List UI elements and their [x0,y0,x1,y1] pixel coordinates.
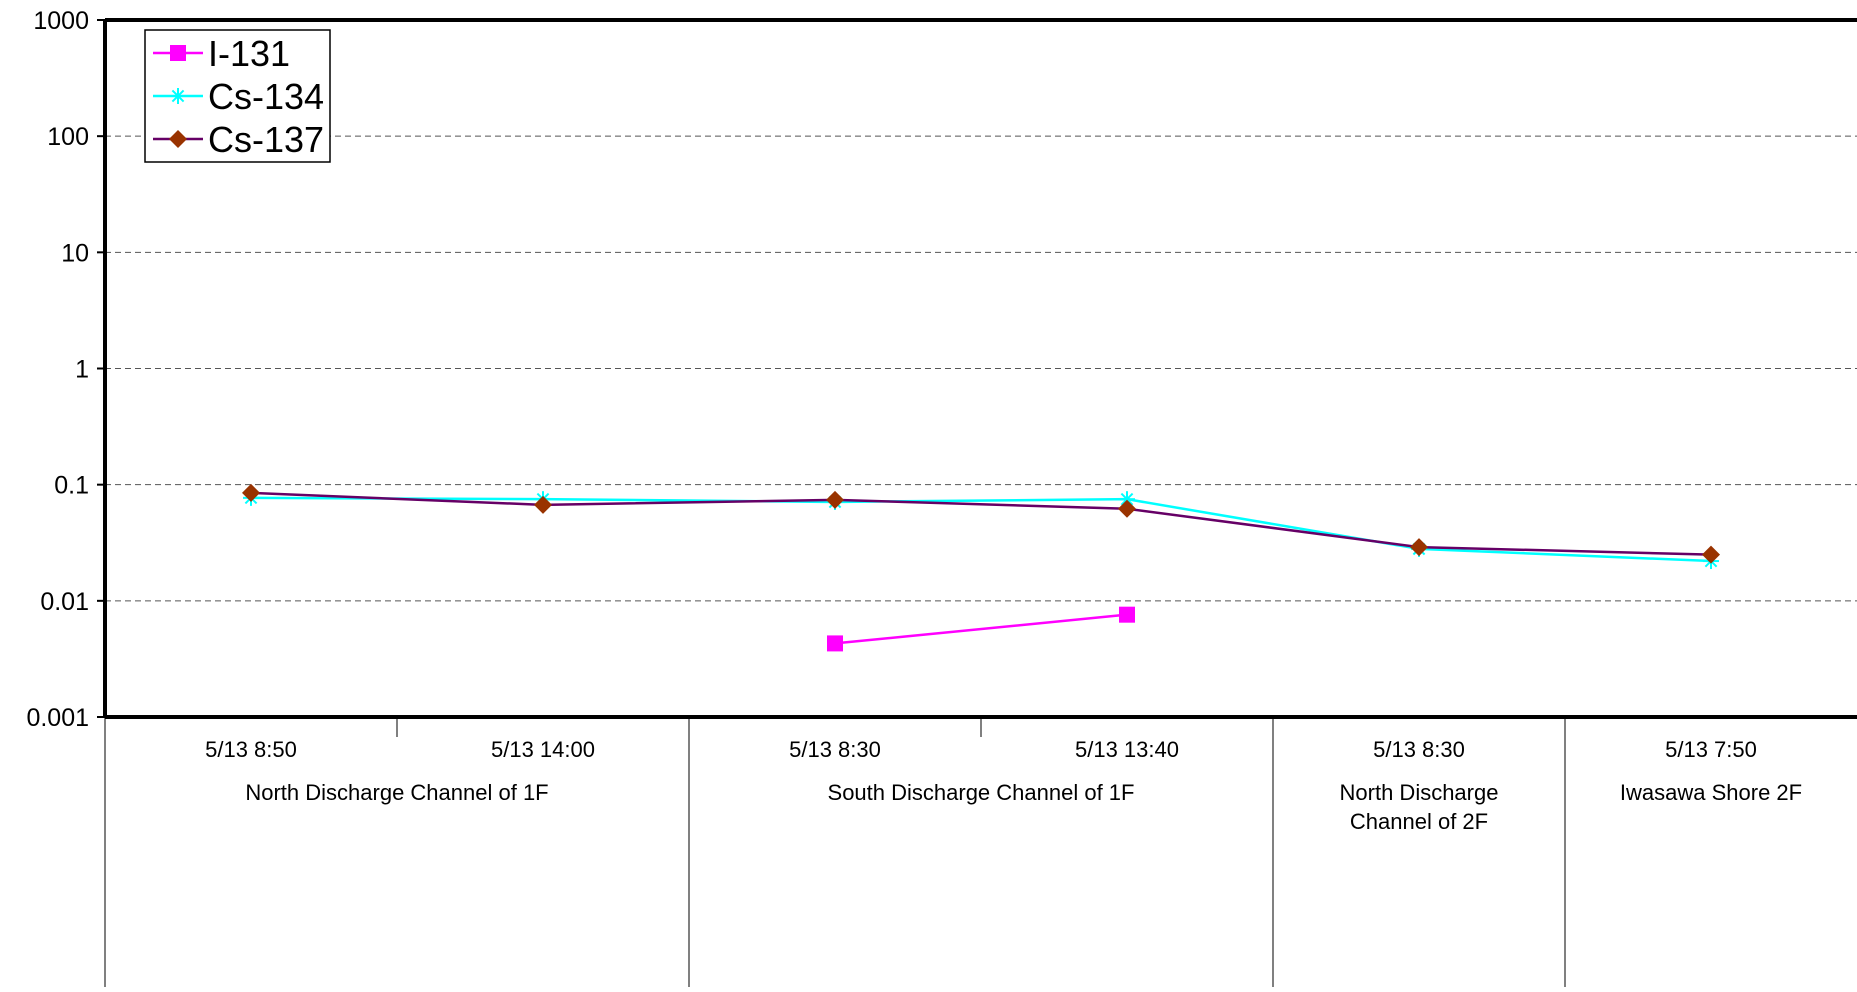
group-label-line: North Discharge [1340,780,1499,805]
group-label: South Discharge Channel of 1F [828,780,1135,805]
y-tick-label: 0.01 [40,588,89,616]
y-tick-label: 100 [47,123,89,151]
series-line [250,491,1712,556]
legend-label: Cs-137 [208,119,324,160]
y-axis-ticks: 0.001 0.01 0.1 1 10 100 1000 [26,7,89,732]
x-tick-label: 5/13 8:30 [789,737,881,762]
legend-swatch-marker [170,88,186,104]
data-point [242,483,260,502]
data-point [1118,499,1136,518]
y-tick-label: 0.1 [54,472,89,500]
group-label-line: South Discharge Channel of 1F [828,780,1135,805]
y-tick-label: 0.001 [26,704,89,732]
x-tick-label: 5/13 7:50 [1665,737,1757,762]
data-point [826,490,844,509]
data-point [1702,545,1720,564]
group-label-line: Iwasawa Shore 2F [1620,780,1802,805]
y-tick-label: 1000 [33,7,89,35]
legend-swatch-marker [170,45,186,61]
legend-label: Cs-134 [208,76,324,117]
x-tick-label: 5/13 13:40 [1075,737,1179,762]
series-line [250,496,1712,563]
group-label-line: North Discharge Channel of 1F [245,780,548,805]
group-label-line: Channel of 2F [1350,809,1488,834]
gridlines [97,19,1857,718]
data-point [827,635,843,652]
group-label: Iwasawa Shore 2F [1620,780,1802,805]
series-line [834,613,1128,645]
series-lines [242,483,1720,652]
data-point [534,495,552,514]
group-label: North Discharge Channel of 2F [1340,780,1499,834]
legend-swatch-marker [169,130,187,148]
x-axis-categories: 5/13 8:50 5/13 14:00 5/13 8:30 5/13 13:40 5/… [104,717,1802,987]
data-point [1410,538,1428,557]
x-tick-label: 5/13 8:50 [205,737,297,762]
group-label: North Discharge Channel of 1F [245,780,548,805]
x-tick-label: 5/13 14:00 [491,737,595,762]
series-i-131 [827,606,1135,652]
legend-label: I-131 [208,33,290,74]
data-point [1119,606,1135,623]
y-tick-label: 1 [75,356,89,384]
series-cs-137 [242,483,1720,564]
y-tick-label: 10 [61,239,89,267]
x-tick-label: 5/13 8:30 [1373,737,1465,762]
